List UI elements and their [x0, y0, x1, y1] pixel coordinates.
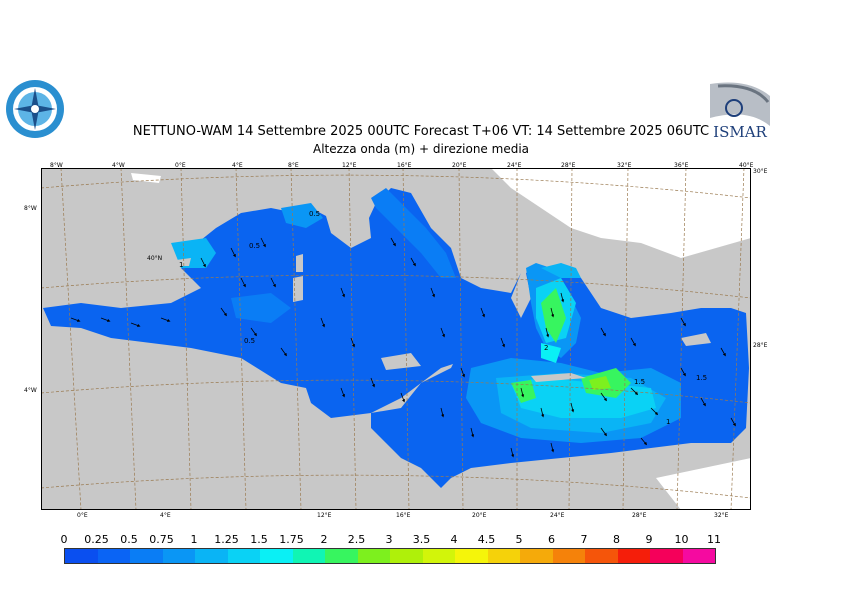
- colorbar-label: 1: [190, 533, 198, 546]
- island-sicily: [381, 353, 421, 370]
- ismar-logo-text: ISMAR: [713, 123, 767, 141]
- contour-label: 1: [179, 261, 183, 269]
- map-title: NETTUNO-WAM 14 Settembre 2025 00UTC Fore…: [132, 124, 710, 139]
- lon-label: 28°E: [632, 512, 647, 519]
- colorbar-swatch: [422, 549, 455, 563]
- map-subtitle: Altezza onda (m) + direzione media: [312, 142, 530, 156]
- colorbar-label: 3: [385, 533, 393, 546]
- contour-label: 1: [666, 418, 670, 426]
- lon-label: 4°E: [160, 512, 171, 519]
- colorbar-label: 2.5: [347, 533, 366, 546]
- colorbar-label: 1.5: [250, 533, 268, 546]
- colorbar-label: 5: [515, 533, 523, 546]
- colorbar-swatch: [357, 549, 390, 563]
- wave-direction-arrows: [70, 237, 751, 458]
- ismar-logo-graphic: ISMAR: [710, 80, 770, 141]
- colorbar-swatch: [97, 549, 130, 563]
- lon-label: 8°W: [50, 162, 63, 169]
- lon-label: 24°E: [550, 512, 565, 519]
- colorbar-label: 0.5: [120, 533, 138, 546]
- island-mallorca: [176, 258, 191, 266]
- lon-label: 0°E: [175, 162, 186, 169]
- wave-height-map: 0.5 1 0.5 0.5 2 1.5 1.5 1: [41, 168, 751, 510]
- outside-domain-area: [491, 168, 751, 258]
- island-corsica: [296, 254, 303, 272]
- colorbar-swatch: [682, 549, 715, 563]
- colorbar-label: 0.25: [84, 533, 109, 546]
- lon-label: 40°E: [739, 162, 754, 169]
- colorbar-swatch: [650, 549, 683, 563]
- ismar-logo: ISMAR: [708, 78, 772, 142]
- colorbar-swatch: [130, 549, 163, 563]
- lat-label: 40°N: [147, 255, 163, 262]
- colorbar-swatch: [292, 549, 325, 563]
- lon-label: 0°E: [77, 512, 88, 519]
- island-cyprus: [681, 333, 711, 346]
- lon-label: 4°W: [112, 162, 125, 169]
- colorbar-label: 4: [450, 533, 458, 546]
- island-crete: [531, 373, 586, 382]
- lat-label: 30°E: [753, 168, 768, 175]
- colorbar-swatch: [65, 549, 98, 563]
- contour-label: 2: [544, 344, 548, 352]
- island-sardinia: [293, 276, 303, 302]
- colorbar-swatch: [617, 549, 650, 563]
- lon-label: 24°E: [507, 162, 522, 169]
- colorbar-label: 10: [674, 533, 689, 546]
- colorbar-label: 2: [320, 533, 328, 546]
- lon-label: 16°E: [396, 512, 411, 519]
- lon-label: 16°E: [397, 162, 412, 169]
- colorbar-swatch: [520, 549, 553, 563]
- colorbar-label: 0.75: [149, 533, 174, 546]
- lon-label: 8°E: [288, 162, 299, 169]
- wave-height-colorbar: [64, 548, 716, 564]
- lat-label: 28°E: [753, 342, 768, 349]
- colorbar-label: 1.75: [279, 533, 304, 546]
- colorbar-swatch: [227, 549, 260, 563]
- contour-label: 1.5: [634, 378, 645, 386]
- colorbar-label: 0: [60, 533, 68, 546]
- meteo-emblem-logo: [6, 80, 64, 138]
- contour-label: 0.5: [244, 337, 255, 345]
- lon-label: 32°E: [714, 512, 729, 519]
- colorbar-labels: 0 0.25 0.5 0.75 1 1.25 1.5 1.75 2 2.5 3 3.5 4 4.5 5 6 7 8…: [0, 533, 842, 547]
- colorbar-label: 3.5: [412, 533, 431, 546]
- lat-label: 4°W: [24, 387, 37, 394]
- contour-label: 1.5: [696, 374, 707, 382]
- colorbar-swatch: [260, 549, 293, 563]
- colorbar-swatch: [585, 549, 618, 563]
- colorbar-swatch: [390, 549, 423, 563]
- colorbar-label: 11: [707, 533, 721, 546]
- lon-label: 36°E: [674, 162, 689, 169]
- colorbar-swatch: [552, 549, 585, 563]
- lon-label: 20°E: [452, 162, 467, 169]
- colorbar-label: 1.25: [214, 533, 239, 546]
- graticule: [41, 168, 751, 510]
- colorbar-swatch: [162, 549, 195, 563]
- colorbar-swatch: [195, 549, 228, 563]
- colorbar-label: 8: [613, 533, 620, 546]
- colorbar-label: 6: [548, 533, 555, 546]
- contour-labels: 0.5 1 0.5 0.5 2 1.5 1.5 1: [179, 210, 707, 426]
- colorbar-swatch: [487, 549, 520, 563]
- lon-label: 4°E: [232, 162, 243, 169]
- lon-label: 20°E: [472, 512, 487, 519]
- colorbar-swatch: [325, 549, 358, 563]
- colorbar-label: 4.5: [477, 533, 496, 546]
- contour-label: 0.5: [309, 210, 320, 218]
- contour-label: 0.5: [249, 242, 260, 250]
- lon-label: 12°E: [342, 162, 357, 169]
- colorbar-label: 7: [580, 533, 588, 546]
- colorbar-label: 9: [645, 533, 653, 546]
- map-frame: [41, 168, 751, 510]
- colorbar-swatch: [455, 549, 488, 563]
- lon-label: 32°E: [617, 162, 632, 169]
- lon-label: 12°E: [317, 512, 332, 519]
- lon-label: 28°E: [561, 162, 576, 169]
- lat-label: 8°W: [24, 205, 37, 212]
- adriatic-sea: [371, 188, 456, 278]
